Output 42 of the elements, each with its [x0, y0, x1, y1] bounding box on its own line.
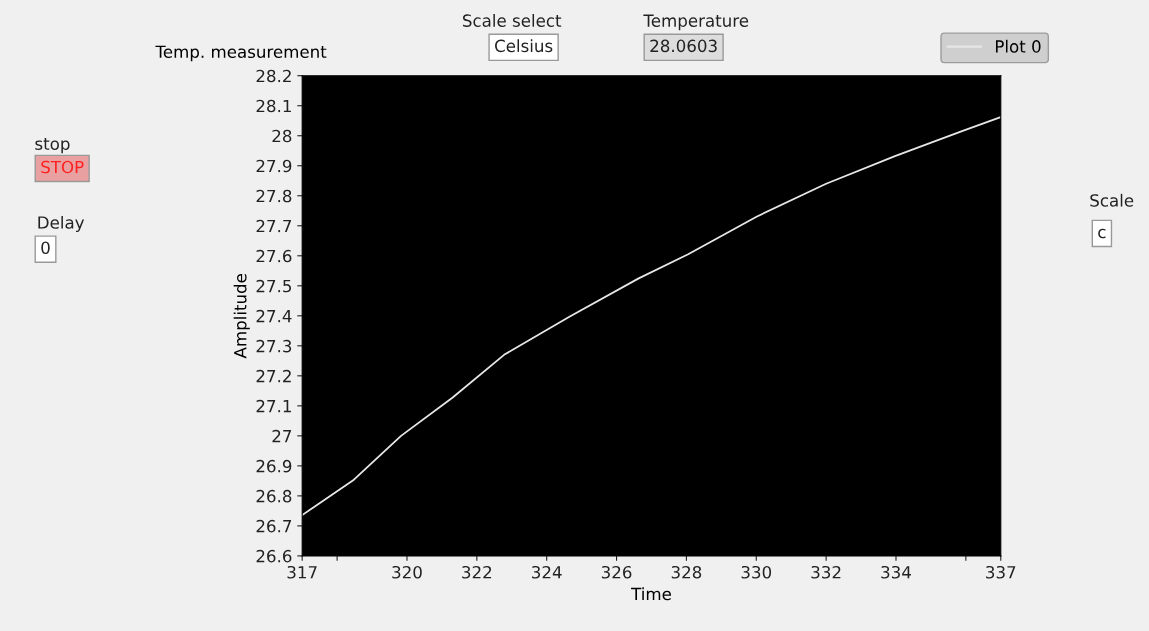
text: Temperature	[643, 14, 749, 31]
y-tick-label: 27.5	[256, 279, 292, 293]
y-tick-label: 27.9	[256, 159, 292, 173]
y-tick-label: 28.2	[256, 69, 291, 83]
x-tick-label: 326	[601, 565, 632, 579]
x-tick-label: 320	[392, 565, 422, 579]
text: 28.0603	[650, 39, 717, 53]
y-tick-label: 26.8	[256, 489, 292, 503]
x-tick-label: 322	[462, 565, 492, 579]
x-tick-label: 324	[532, 565, 562, 579]
text: Celsius	[495, 39, 553, 53]
y-tick-label: 27.7	[256, 219, 292, 233]
y-tick-label: 27.6	[256, 249, 292, 263]
y-tick-label: 27.8	[256, 189, 292, 203]
line-series	[302, 116, 1001, 516]
x-tick-label: 337	[986, 565, 1016, 579]
text: 0	[41, 241, 50, 255]
x-tick-label: 317	[287, 565, 317, 579]
y-tick-label: 27.3	[256, 339, 292, 353]
y-tick-label: 27.4	[256, 309, 292, 323]
text: c	[1098, 228, 1106, 239]
y-tick-label: 26.7	[256, 519, 292, 533]
x-tick-label: 328	[671, 565, 702, 579]
x-tick-label: 330	[741, 565, 772, 579]
chart-title: Temp. measurement	[155, 45, 327, 62]
text: Scale select	[463, 14, 562, 27]
y-tick-label: 27.1	[256, 399, 291, 413]
y-tick-label: 26.9	[256, 459, 292, 473]
y-tick-label: 28.1	[256, 99, 291, 113]
x-tick-label: 334	[881, 565, 911, 579]
x-tick-label: 332	[811, 565, 841, 579]
y-tick-label: 27	[272, 429, 292, 443]
x-axis-title: Time	[631, 587, 671, 601]
y-tick-label: 26.6	[256, 549, 292, 563]
text: Delay	[38, 215, 85, 233]
text: STOP	[41, 160, 84, 174]
text: Scale	[1090, 193, 1134, 207]
text: stop	[35, 138, 70, 154]
legend-label: Plot 0	[995, 39, 1041, 53]
y-tick-label: 27.2	[256, 369, 291, 383]
y-tick-label: 28	[272, 129, 292, 143]
y-axis-title: Amplitude	[233, 274, 250, 359]
